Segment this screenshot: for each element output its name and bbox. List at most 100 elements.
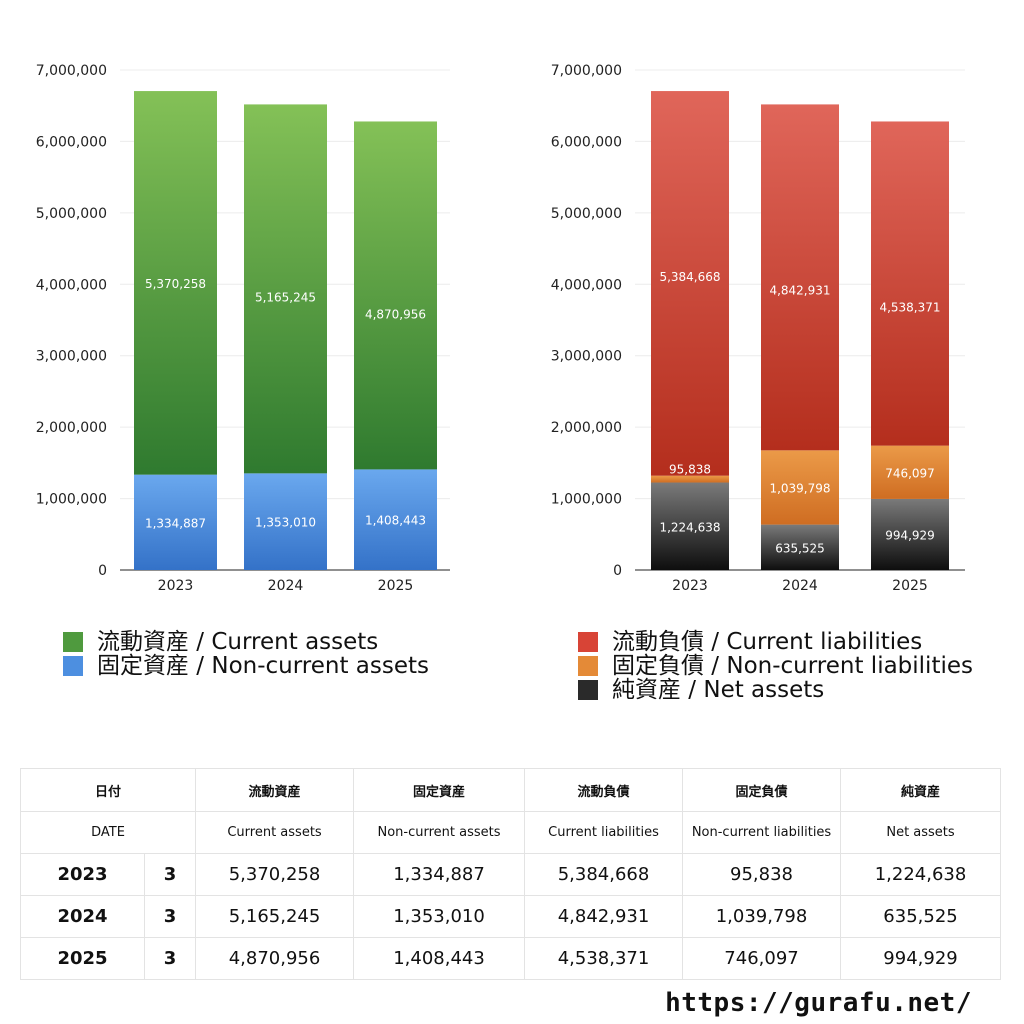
row-year: 2024 <box>20 895 145 938</box>
x-tick-label: 2024 <box>782 578 818 594</box>
header-current-liabilities-ja: 流動負債 <box>524 768 684 812</box>
financial-data-table: 日付 流動資産 固定資産 流動負債 固定負債 純資産 DATE Current … <box>19 768 1002 980</box>
y-tick-label: 7,000,000 <box>551 63 622 79</box>
bar-segment <box>354 121 437 470</box>
legend-label-non-current-assets: 固定資産 / Non-current assets <box>97 653 430 679</box>
y-tick-label: 7,000,000 <box>36 63 107 79</box>
y-tick-label: 3,000,000 <box>36 349 107 365</box>
header-non-current-liabilities-en: Non-current liabilities <box>682 811 842 854</box>
legend-swatch-current-liabilities <box>578 632 598 652</box>
legend-item-net-assets: 純資産 / Net assets <box>578 678 973 702</box>
cell-current-liabilities: 4,538,371 <box>524 937 684 980</box>
header-current-assets-ja: 流動資産 <box>195 768 355 812</box>
table-header-row-ja: 日付 流動資産 固定資産 流動負債 固定負債 純資産 <box>19 768 1002 812</box>
y-tick-label: 1,000,000 <box>36 492 107 508</box>
cell-current-assets: 4,870,956 <box>195 937 355 980</box>
x-tick-label: 2023 <box>158 578 194 594</box>
y-tick-label: 4,000,000 <box>551 277 622 293</box>
data-label: 5,384,668 <box>659 270 720 284</box>
data-label: 1,334,887 <box>145 516 206 530</box>
y-tick-label: 6,000,000 <box>36 134 107 150</box>
cell-non-current-liabilities: 1,039,798 <box>682 895 842 938</box>
cell-net-assets: 1,224,638 <box>840 853 1002 896</box>
bar-segment <box>871 498 949 570</box>
liabilities-chart: 0 1,000,000 2,000,000 3,000,000 4,000,000 5,0… <box>551 63 965 594</box>
row-year: 2025 <box>20 937 145 980</box>
bar-segment <box>651 475 729 483</box>
y-tick-label: 2,000,000 <box>551 420 622 436</box>
data-label: 4,538,371 <box>879 300 940 314</box>
x-tick-label: 2023 <box>672 578 708 594</box>
legend-label-current-assets: 流動資産 / Current assets <box>97 629 379 655</box>
cell-current-assets: 5,370,258 <box>195 853 355 896</box>
row-month: 3 <box>143 895 197 938</box>
legend-item-current-liabilities: 流動負債 / Current liabilities <box>578 630 973 654</box>
data-label: 746,097 <box>885 466 935 480</box>
bar-segment <box>354 469 437 570</box>
cell-net-assets: 994,929 <box>840 937 1002 980</box>
y-tick-label: 5,000,000 <box>36 206 107 222</box>
y-tick-label: 6,000,000 <box>551 134 622 150</box>
liabilities-legend: 流動負債 / Current liabilities 固定負債 / Non-cu… <box>578 630 973 702</box>
legend-swatch-non-current-liabilities <box>578 656 598 676</box>
cell-non-current-assets: 1,353,010 <box>353 895 526 938</box>
legend-label-current-liabilities: 流動負債 / Current liabilities <box>612 629 923 655</box>
header-date-ja: 日付 <box>19 768 197 812</box>
header-non-current-liabilities-ja: 固定負債 <box>682 768 842 812</box>
data-label: 5,370,258 <box>145 277 206 291</box>
bar-segment <box>871 445 949 499</box>
legend-label-non-current-liabilities: 固定負債 / Non-current liabilities <box>612 653 973 679</box>
y-tick-label: 0 <box>98 563 107 579</box>
cell-current-liabilities: 5,384,668 <box>524 853 684 896</box>
bar-segment <box>761 104 839 451</box>
data-label: 635,525 <box>775 541 825 555</box>
cell-non-current-assets: 1,334,887 <box>353 853 526 896</box>
table-row: 2024 3 5,165,245 1,353,010 4,842,931 1,0… <box>20 895 1002 938</box>
legend-item-non-current-liabilities: 固定負債 / Non-current liabilities <box>578 654 973 678</box>
cell-non-current-assets: 1,408,443 <box>353 937 526 980</box>
data-label: 994,929 <box>885 528 935 542</box>
x-tick-label: 2025 <box>892 578 928 594</box>
row-month: 3 <box>143 937 197 980</box>
legend-swatch-non-current-assets <box>63 656 83 676</box>
y-tick-label: 3,000,000 <box>551 349 622 365</box>
bar-segment <box>871 121 949 446</box>
legend-item-current-assets: 流動資産 / Current assets <box>63 630 429 654</box>
charts-canvas: 0 1,000,000 2,000,000 3,000,000 4,000,000 5,0… <box>36 63 965 594</box>
cell-current-assets: 5,165,245 <box>195 895 355 938</box>
bar-segment <box>761 524 839 570</box>
site-url: https://gurafu.net/ <box>665 988 972 1018</box>
x-tick-label: 2024 <box>268 578 304 594</box>
table-row: 2023 3 5,370,258 1,334,887 5,384,668 95,… <box>20 853 1002 896</box>
cell-non-current-liabilities: 95,838 <box>682 853 842 896</box>
y-tick-label: 1,000,000 <box>551 492 622 508</box>
data-label: 1,039,798 <box>769 481 830 495</box>
bar-segment <box>651 91 729 476</box>
data-label: 1,408,443 <box>365 514 426 528</box>
bar-segment <box>134 91 217 475</box>
assets-legend: 流動資産 / Current assets 固定資産 / Non-current… <box>63 630 429 678</box>
header-current-liabilities-en: Current liabilities <box>524 811 684 854</box>
header-date-en: DATE <box>19 811 197 854</box>
legend-item-non-current-assets: 固定資産 / Non-current assets <box>63 654 429 678</box>
y-tick-label: 5,000,000 <box>551 206 622 222</box>
data-label: 5,165,245 <box>255 290 316 304</box>
bar-segment <box>134 474 217 570</box>
header-non-current-assets-ja: 固定資産 <box>353 768 526 812</box>
cell-net-assets: 635,525 <box>840 895 1002 938</box>
legend-swatch-net-assets <box>578 680 598 700</box>
bar-segment <box>761 450 839 525</box>
table-row: 2025 3 4,870,956 1,408,443 4,538,371 746… <box>20 937 1002 980</box>
bar-segment <box>244 473 327 570</box>
y-tick-label: 0 <box>613 563 622 579</box>
y-tick-label: 4,000,000 <box>36 277 107 293</box>
table-header-row-en: DATE Current assets Non-current assets C… <box>19 811 1002 854</box>
bar-segment <box>244 104 327 474</box>
y-tick-label: 2,000,000 <box>36 420 107 436</box>
header-net-assets-en: Net assets <box>840 811 1002 854</box>
legend-swatch-current-assets <box>63 632 83 652</box>
row-month: 3 <box>143 853 197 896</box>
data-label: 1,224,638 <box>659 520 720 534</box>
row-year: 2023 <box>20 853 145 896</box>
assets-chart: 0 1,000,000 2,000,000 3,000,000 4,000,000 5,0… <box>36 63 450 594</box>
